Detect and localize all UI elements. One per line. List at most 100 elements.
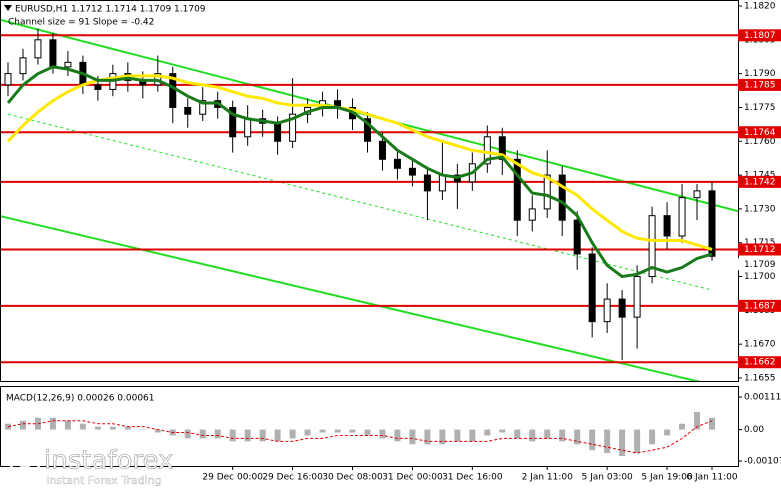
candle-body [663,215,671,237]
macd-bar [109,426,116,430]
moving-average [6,74,713,251]
macd-bar [49,417,56,430]
level-tag [738,175,781,188]
macd-bar [694,411,701,430]
candle-body [19,57,27,75]
logo-dot [19,457,31,469]
macd-bar [379,429,386,439]
chart-subtitle: Channel size = 91 Slope = -0.42 [8,18,154,28]
macd-tick-label: 0.00 [744,425,764,435]
macd-plot [5,411,715,457]
level-label: 1.1712 [744,245,776,255]
axes: 1.18201.18051.17901.17751.17601.17451.17… [202,2,781,483]
macd-bar [349,429,356,433]
level-label: 1.1687 [744,301,776,311]
y-tick-label: 1.1715 [744,238,776,248]
macd-bar [364,429,371,436]
candle-body [633,276,641,318]
macd-bar [574,429,581,445]
watermark-tagline: Instant Forex Trading [46,474,162,487]
candle-body [648,215,656,278]
candle-body [199,100,207,115]
macd-bar [529,429,536,442]
macd-bar [154,429,161,433]
y-tick-label: 1.1655 [744,374,776,384]
macd-bar [394,429,401,442]
candle-body [438,174,446,192]
watermark-text: instaforex [44,446,173,476]
macd-bar [679,423,686,430]
macd-bar [304,429,311,436]
candle-body [558,174,566,221]
moving-average [6,65,713,279]
level-tag [738,78,781,91]
channel-middle [7,113,713,291]
symbol-arrow [4,5,12,11]
macd-bar [274,429,281,442]
level-label: 1.1785 [744,80,776,90]
x-tick-label: 29 Dec 16:00 [262,473,323,483]
y-tick-label: 1.1730 [744,204,776,214]
macd-bar [709,417,715,430]
candle-body [603,298,611,323]
current-price: 1.1709 [744,260,776,270]
channel-extension [711,203,738,213]
price-panel [0,0,739,382]
y-tick-label: 1.1775 [744,103,776,113]
x-tick-label: 5 Jan 03:00 [582,473,634,483]
macd-bar [499,429,506,433]
macd-bar [634,429,641,454]
x-tick-label: 29 Dec 00:00 [202,473,263,483]
candle-body [708,190,716,257]
logo-ring [9,447,41,479]
level-tag [738,356,781,369]
level-tag [738,299,781,312]
y-tick-label: 1.1790 [744,69,776,79]
macd-signal [7,420,713,454]
candle-body [678,197,686,237]
macd-tick-label: -0.00107 [744,457,781,467]
watermark: instaforex Instant Forex Trading [9,445,174,487]
macd-bar [289,429,296,439]
candle-body [693,190,701,199]
macd-bar [79,423,86,430]
macd-bar [214,429,221,439]
macd-bar [199,429,206,439]
macd-bar [439,429,446,445]
x-tick-label: 6 Jan 11:00 [686,473,738,483]
macd-bar [319,429,326,433]
macd-bar [124,426,131,430]
macd-bar [139,429,146,431]
channel-line [7,216,701,381]
candle-body [513,158,521,221]
x-tick-label: 31 Dec 00:00 [382,473,443,483]
channel-extension [1,215,9,219]
y-tick-label: 1.1820 [744,2,776,12]
x-tick-label: 30 Dec 08:00 [322,473,383,483]
macd-bar [544,429,551,439]
y-tick-label: 1.1700 [744,272,776,282]
candle-body [289,113,297,142]
candle-body [378,140,386,160]
macd-bar [244,429,251,442]
y-tick-label: 1.1670 [744,340,776,350]
level-label: 1.1764 [744,128,776,138]
macd-bar [184,429,191,439]
macd-bar [94,426,101,430]
candle-body [543,174,551,210]
macd-bar [664,429,671,436]
macd-title: MACD(12,26,9) 0.00026 0.00061 [6,394,155,404]
level-tag [738,243,781,256]
candle-body [528,208,536,221]
candle-body [229,106,237,138]
candle-body [363,118,371,142]
level-label: 1.1662 [744,358,776,368]
candle-body [274,122,282,142]
macd-bar [514,429,521,439]
macd-bar [454,429,461,442]
x-tick-label: 5 Jan 19:00 [641,473,693,483]
macd-bar [409,429,416,445]
macd-bar [589,429,596,451]
candle-body [34,39,42,59]
